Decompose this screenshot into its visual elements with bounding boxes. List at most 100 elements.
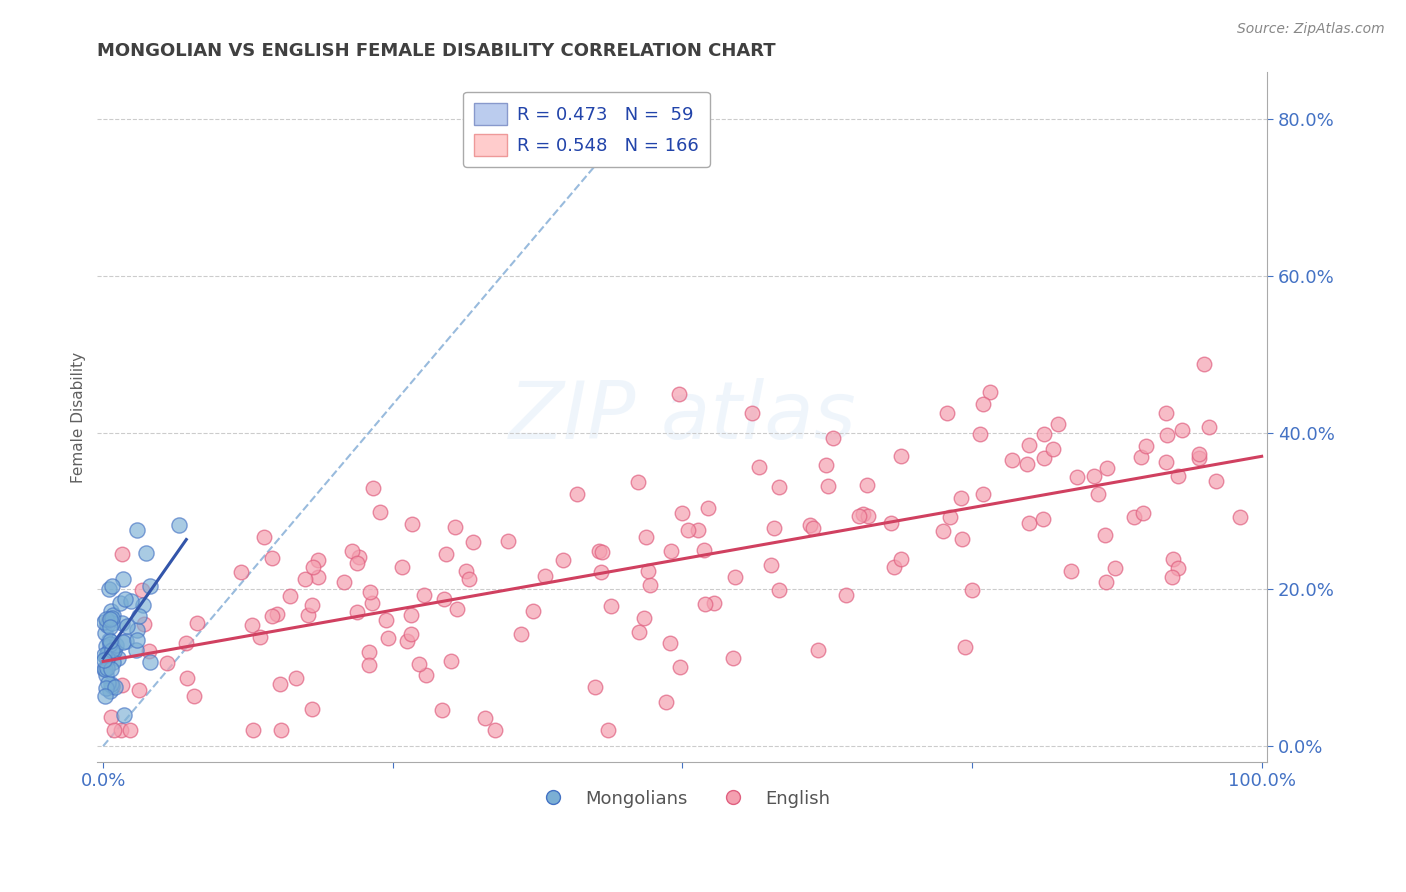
Point [1095,461,1118,475]
Point [939,510,962,524]
Point [94,667,117,681]
Point [1018,437,1040,451]
Point [955,640,977,654]
Point [633,611,655,625]
Point [408,657,430,672]
Point [110,723,132,738]
Point [101,655,124,669]
Point [115,619,138,633]
Point [301,702,323,716]
Point [249,630,271,644]
Point [1001,453,1024,467]
Point [125,623,148,637]
Point [98,633,121,648]
Point [415,668,437,682]
Point [100,604,122,618]
Point [637,564,659,578]
Point [1229,509,1251,524]
Point [768,480,790,494]
Point [93,662,115,676]
Point [484,723,506,738]
Point [952,532,974,546]
Point [856,509,879,524]
Point [103,644,125,658]
Point [138,644,160,658]
Point [294,572,316,586]
Point [357,657,380,672]
Point [349,550,371,565]
Point [1047,417,1070,432]
Point [1042,442,1064,456]
Point [498,534,520,549]
Point [93,615,115,629]
Point [96,617,118,632]
Point [703,596,725,610]
Point [668,387,690,401]
Point [1194,357,1216,371]
Point [589,566,612,580]
Point [949,491,972,505]
Point [346,605,368,619]
Point [510,627,533,641]
Text: ZIP atlas: ZIP atlas [509,378,856,456]
Point [391,560,413,574]
Point [101,579,124,593]
Point [768,582,790,597]
Point [108,595,131,609]
Point [110,678,132,692]
Point [401,627,423,641]
Point [269,676,291,690]
Point [285,671,308,685]
Point [932,524,955,539]
Point [1171,423,1194,437]
Point [240,618,263,632]
Point [936,406,959,420]
Point [463,535,485,549]
Point [100,677,122,691]
Point [801,521,824,535]
Point [94,690,117,704]
Point [280,590,302,604]
Point [104,680,127,694]
Point [890,449,912,463]
Point [125,643,148,657]
Point [93,648,115,663]
Point [1018,516,1040,531]
Point [852,507,875,521]
Point [97,645,120,659]
Point [98,637,121,651]
Point [626,475,648,489]
Point [128,683,150,698]
Point [98,582,121,597]
Point [723,650,745,665]
Point [440,654,463,668]
Point [1198,419,1220,434]
Point [1015,457,1038,471]
Point [131,582,153,597]
Point [242,723,264,738]
Point [671,506,693,520]
Point [128,609,150,624]
Point [375,613,398,627]
Point [94,625,117,640]
Point [693,543,716,558]
Point [1188,451,1211,466]
Point [101,643,124,657]
Point [359,584,381,599]
Point [1033,426,1056,441]
Point [176,671,198,685]
Point [1132,506,1154,520]
Point [94,639,117,653]
Point [856,478,879,492]
Point [1167,561,1189,575]
Point [522,604,544,618]
Point [97,614,120,628]
Point [599,599,621,614]
Point [114,592,136,607]
Point [155,656,177,670]
Point [135,546,157,560]
Point [638,578,661,592]
Point [97,676,120,690]
Point [972,397,994,411]
Text: MONGOLIAN VS ENGLISH FEMALE DISABILITY CORRELATION CHART: MONGOLIAN VS ENGLISH FEMALE DISABILITY C… [97,42,776,60]
